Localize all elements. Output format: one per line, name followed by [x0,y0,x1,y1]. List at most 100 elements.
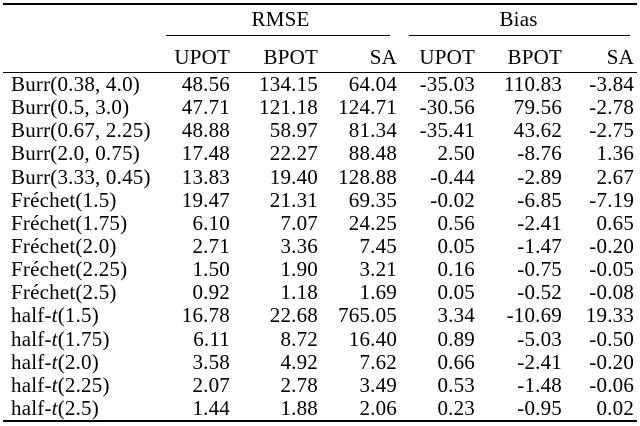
value-cell: 88.48 [348,142,398,166]
value-cell: -10.69 [506,304,563,328]
value-cell: 0.16 [437,258,476,282]
row-label: half-t(1.5) [11,304,99,328]
value-cell: 4.92 [280,350,318,374]
column-header-bias-upot: UPOT [400,36,479,73]
table-row: Fréchet(1.5) 19.47 21.31 69.35 -0.02 -6.85 -7.… [3,189,637,212]
value-cell: 0.56 [437,211,476,235]
table-row: half-t(2.5) 1.44 1.88 2.06 0.23 -0.95 0.02 [3,397,637,421]
value-cell: 7.07 [280,211,318,235]
value-cell: 64.04 [348,72,398,97]
value-cell: 48.88 [181,119,230,143]
value-cell: 3.21 [359,258,398,282]
value-cell: 47.71 [181,96,230,120]
row-label: half-t(1.75) [11,327,110,351]
value-cell: 19.40 [269,165,318,189]
value-cell: -35.41 [419,119,476,143]
value-cell: 19.47 [181,188,230,212]
value-cell: 0.02 [596,396,635,421]
table-row: half-t(1.75) 6.11 8.72 16.40 0.89 -5.03 -0.50 [3,328,637,351]
value-cell: 2.50 [437,142,476,166]
value-cell: -0.06 [589,373,635,397]
value-cell: 48.56 [181,72,230,97]
value-cell: 58.97 [269,119,318,143]
value-cell: 7.45 [359,234,398,259]
value-cell: 1.50 [192,258,230,282]
value-cell: 1.44 [192,396,230,421]
bias-underline-rule [409,34,631,36]
value-cell: 110.83 [503,72,563,97]
table-row: Fréchet(2.25) 1.50 1.90 3.21 0.16 -0.75 -0.05 [3,258,637,281]
value-cell: -0.75 [517,258,563,282]
value-cell: 24.25 [348,211,398,235]
value-cell: 1.69 [359,281,398,305]
value-cell: 43.62 [513,119,563,143]
value-cell: -0.44 [430,165,476,189]
table-row: Fréchet(1.75) 6.10 7.07 24.25 0.56 -2.41 0.65 [3,212,637,235]
value-cell: 765.05 [338,304,398,328]
value-cell: 17.48 [181,142,230,166]
value-cell: -3.84 [589,72,635,97]
value-cell: 69.35 [348,188,398,212]
value-cell: -2.41 [517,211,563,235]
row-label: Fréchet(2.5) [11,281,117,305]
value-cell: -5.03 [517,327,563,351]
value-cell: 22.27 [269,142,318,166]
value-cell: -0.50 [589,327,635,351]
column-header-bias-bpot: BPOT [478,36,566,73]
row-label: Burr(0.67, 2.25) [11,119,151,143]
value-cell: -0.02 [430,188,476,212]
value-cell: 1.18 [280,281,318,305]
table-row: half-t(2.0) 3.58 4.92 7.62 0.66 -2.41 -0.20 [3,351,637,374]
table-body: Burr(0.38, 4.0) 48.56 134.15 64.04 -35.03 110… [3,73,637,422]
row-label: Burr(0.5, 3.0) [11,96,130,120]
rmse-underline-rule [166,34,391,36]
value-cell: 13.83 [181,165,230,189]
value-cell: 81.34 [348,119,398,143]
row-label: Burr(2.0, 0.75) [11,142,140,166]
row-label: Fréchet(2.25) [11,258,128,282]
value-cell: 134.15 [259,72,318,97]
value-cell: -0.08 [589,281,635,305]
value-cell: -35.03 [419,72,476,97]
value-cell: -0.20 [589,350,635,374]
value-cell: 0.89 [437,327,476,351]
value-cell: 21.31 [269,188,318,212]
table-row: half-t(1.5) 16.78 22.68 765.05 3.34 -10.69 19.… [3,304,637,327]
value-cell: 0.53 [437,373,476,397]
row-label: half-t(2.0) [11,350,99,374]
value-cell: -0.95 [517,396,563,421]
value-cell: 16.78 [181,304,230,328]
value-cell: 128.88 [338,165,398,189]
value-cell: 1.36 [596,142,635,166]
group-header-bias: Bias [400,4,637,36]
value-cell: -0.20 [589,234,635,259]
row-label: Burr(3.33, 0.45) [11,165,151,189]
value-cell: 2.78 [280,373,318,397]
results-table: RMSE Bias UPOT BPOT SA UPOT BPOT SA Burr… [3,3,638,423]
group-header-rmse: RMSE [161,4,400,36]
value-cell: -0.52 [517,281,563,305]
value-cell: 0.92 [192,281,230,305]
value-cell: -0.05 [589,258,635,282]
value-cell: -2.75 [589,119,635,143]
value-cell: -2.41 [517,350,563,374]
value-cell: 2.71 [192,234,230,259]
value-cell: 2.07 [192,373,230,397]
value-cell: 2.67 [596,165,635,189]
value-cell: 3.34 [437,304,476,328]
value-cell: 3.49 [359,373,398,397]
value-cell: 6.10 [192,211,230,235]
value-cell: -1.47 [517,234,563,259]
value-cell: 2.06 [359,396,398,421]
row-label: half-t(2.5) [11,396,99,421]
column-header-rmse-bpot: BPOT [233,36,321,73]
value-cell: -1.48 [517,373,563,397]
row-label: Fréchet(1.5) [11,188,117,212]
value-cell: -2.89 [517,165,563,189]
value-cell: -8.76 [517,142,563,166]
table-row: Fréchet(2.0) 2.71 3.36 7.45 0.05 -1.47 -0.20 [3,235,637,258]
value-cell: 0.05 [437,281,476,305]
table-row: half-t(2.25) 2.07 2.78 3.49 0.53 -1.48 -0.06 [3,374,637,397]
column-header-rmse-sa: SA [321,36,401,73]
table-row: Burr(0.5, 3.0) 47.71 121.18 124.71 -30.56 79.… [3,96,637,119]
